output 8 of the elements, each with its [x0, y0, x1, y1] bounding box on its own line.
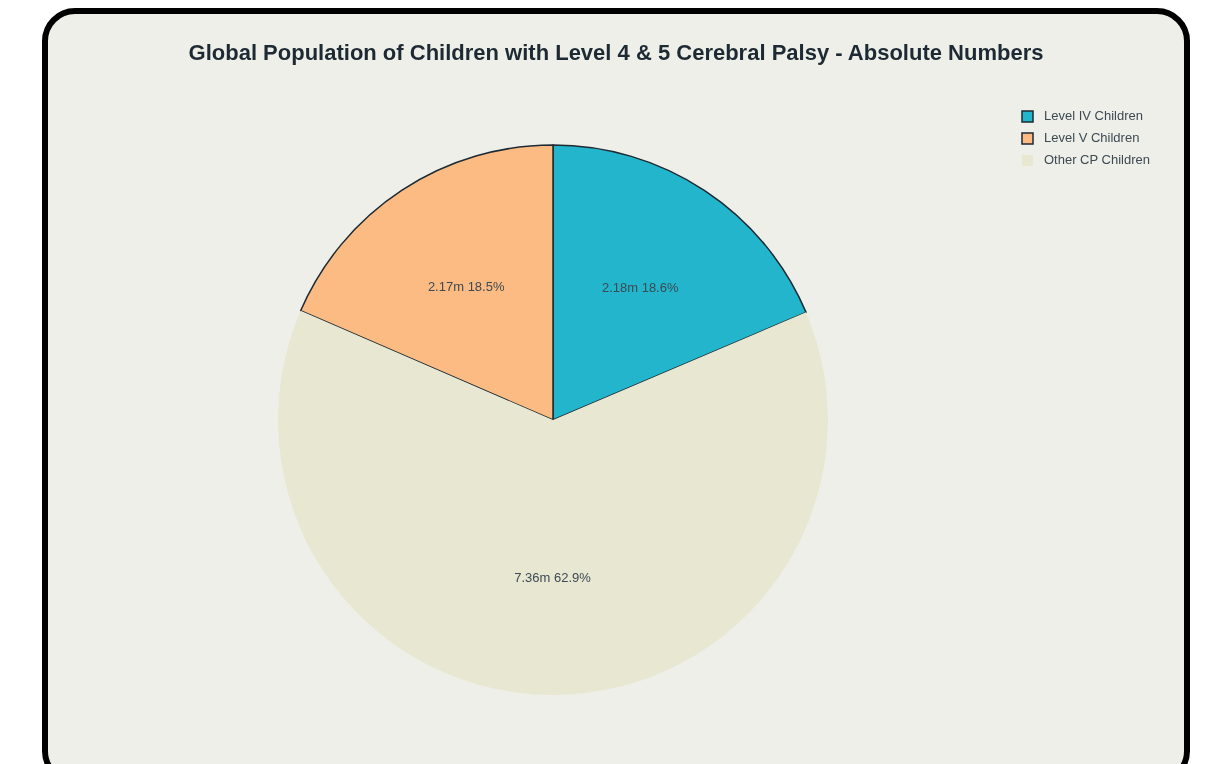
legend-label: Level IV Children — [1044, 108, 1143, 124]
pie-slice — [278, 310, 828, 695]
legend-label: Level V Children — [1044, 130, 1140, 146]
data-label: 2.18m 18.6% — [601, 279, 679, 295]
data-label: 7.36m 62.9% — [514, 569, 592, 585]
chart-title: Global Population of Children with Level 4 & 5 Cerebral Palsy - Absolute Numbers — [188, 39, 1044, 65]
data-label: 2.17m 18.5% — [427, 279, 505, 295]
legend-label: Other CP Children — [1044, 152, 1150, 168]
